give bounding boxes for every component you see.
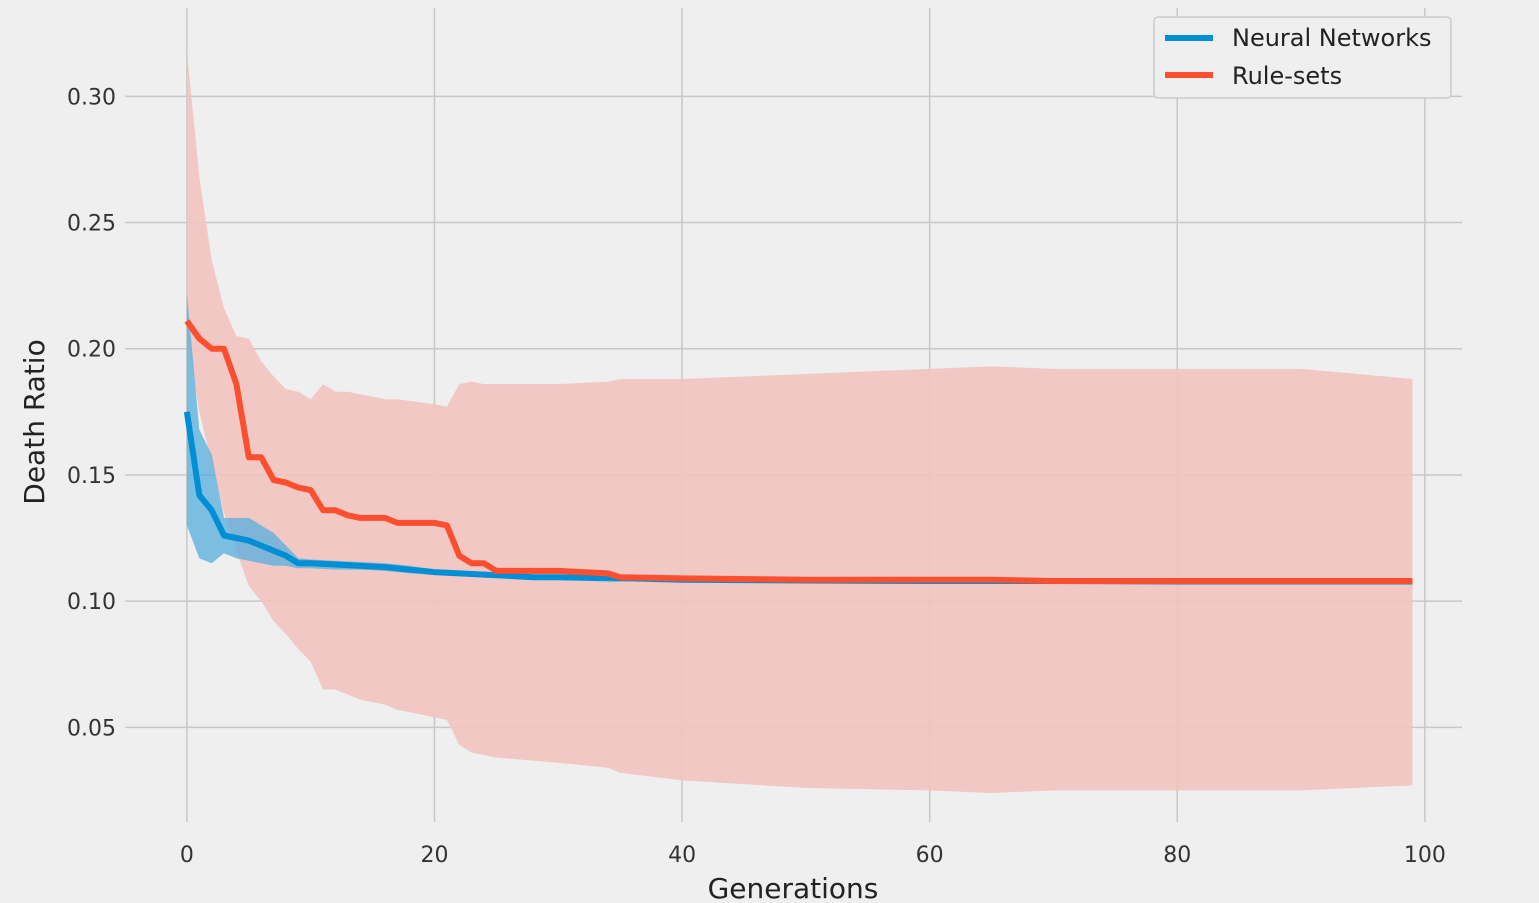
legend: Neural Networks Rule-sets bbox=[1153, 16, 1452, 99]
series-lines bbox=[183, 319, 1413, 585]
x-axis-label: Generations bbox=[708, 872, 879, 903]
tick-labels: 0 20 40 60 80 100 0.05 0.10 0.15 0.20 0.25 0.30 bbox=[67, 85, 1446, 868]
y-tick-label: 0.25 bbox=[67, 212, 116, 237]
line-rule-sets bbox=[184, 319, 1413, 584]
y-axis-label: Death Ratio bbox=[18, 339, 51, 504]
x-tick-label: 60 bbox=[916, 843, 944, 868]
x-tick-label: 100 bbox=[1404, 843, 1446, 868]
x-tick-label: 40 bbox=[668, 843, 696, 868]
legend-label-rule-sets: Rule-sets bbox=[1232, 62, 1342, 90]
y-tick-label: 0.05 bbox=[67, 716, 116, 741]
x-tick-label: 0 bbox=[180, 843, 194, 868]
legend-box bbox=[1153, 16, 1452, 99]
y-tick-label: 0.30 bbox=[67, 85, 116, 110]
legend-label-neural-networks: Neural Networks bbox=[1232, 24, 1432, 52]
x-tick-label: 80 bbox=[1163, 843, 1191, 868]
band-rule-sets bbox=[186, 50, 1413, 793]
y-tick-label: 0.15 bbox=[67, 464, 116, 489]
y-tick-label: 0.20 bbox=[67, 338, 116, 363]
confidence-bands bbox=[186, 50, 1413, 793]
x-tick-label: 20 bbox=[420, 843, 448, 868]
y-tick-label: 0.10 bbox=[67, 590, 116, 615]
